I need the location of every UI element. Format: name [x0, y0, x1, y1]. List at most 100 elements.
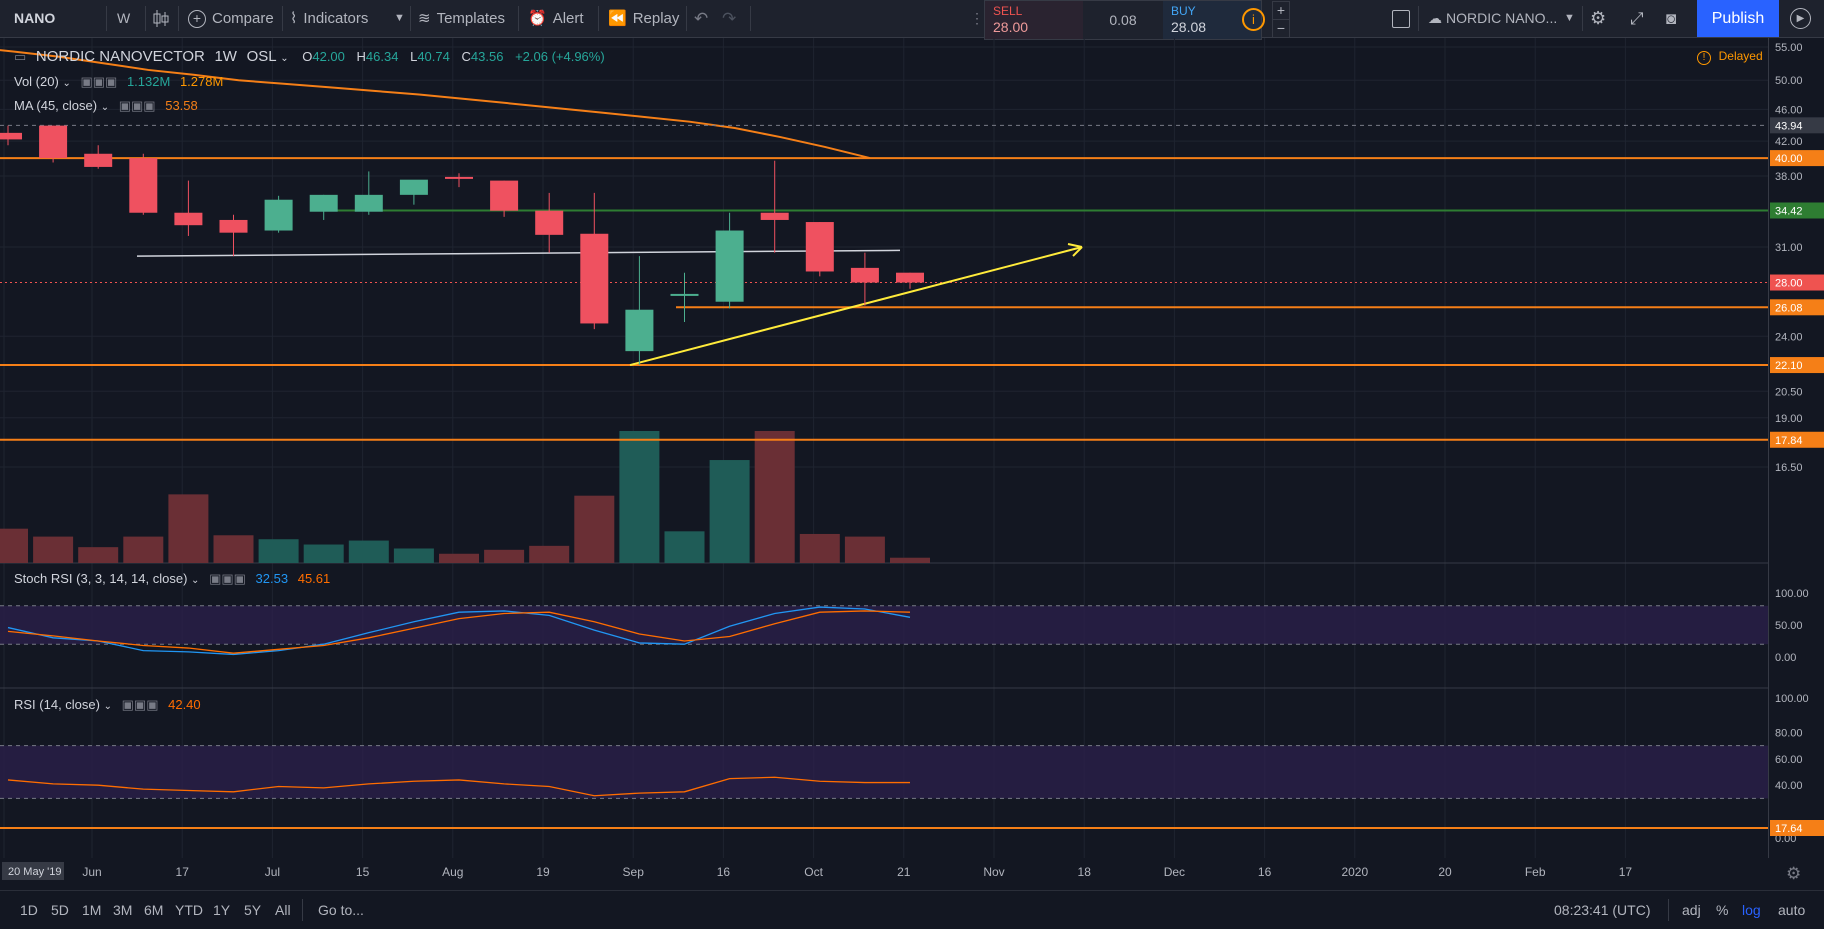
rsi-label[interactable]: RSI (14, close): [14, 697, 100, 712]
range-button-1y[interactable]: 1Y: [213, 902, 231, 918]
symbol-search[interactable]: NANO: [14, 10, 56, 26]
delayed-badge[interactable]: ! Delayed: [1697, 48, 1763, 65]
replay-button[interactable]: ⏪ Replay: [608, 0, 679, 37]
price-badge-label: 43.94: [1775, 120, 1803, 132]
templates-button[interactable]: ≋ Templates: [418, 0, 505, 37]
redo-icon[interactable]: ↷: [722, 9, 737, 28]
time-tick-label: 19: [536, 865, 550, 879]
layout-name: NORDIC NANO...: [1446, 10, 1558, 26]
symbol-title[interactable]: NORDIC NANOVECTOR: [35, 48, 205, 65]
compare-label: Compare: [212, 10, 274, 27]
sell-button[interactable]: SELL 28.00: [985, 1, 1083, 39]
volume-bar: [0, 528, 28, 563]
stoch-rsi-label[interactable]: Stoch RSI (3, 3, 14, 14, close): [14, 571, 188, 586]
range-button-1d[interactable]: 1D: [20, 902, 38, 918]
ma-label[interactable]: MA (45, close): [14, 98, 98, 113]
chevron-down-icon[interactable]: ⌄: [280, 53, 289, 64]
gear-icon[interactable]: ⚙: [1786, 864, 1802, 883]
range-button-6m[interactable]: 6M: [144, 902, 164, 918]
ma-value: 53.58: [165, 98, 198, 113]
stoch-rsi-legend: Stoch RSI (3, 3, 14, 14, close) ⌄ ▣▣▣ 32…: [14, 571, 330, 587]
chevron-down-icon[interactable]: ▼: [1564, 12, 1575, 24]
high-label: H: [356, 49, 366, 64]
adj-toggle[interactable]: adj: [1682, 902, 1701, 918]
time-tick-label: 16: [1258, 865, 1272, 879]
chevron-down-icon[interactable]: ▼: [394, 12, 405, 24]
range-button-ytd[interactable]: YTD: [175, 902, 203, 918]
play-icon[interactable]: ▶: [1790, 8, 1811, 29]
price-tick-label: 50.00: [1775, 75, 1803, 87]
sell-label: SELL: [993, 4, 1023, 18]
stoch-d-line: [7, 610, 911, 654]
expand-icon[interactable]: ⤢: [1630, 9, 1644, 28]
replay-label: Replay: [632, 10, 680, 27]
price-badge: [1770, 274, 1824, 291]
auto-toggle[interactable]: auto: [1778, 902, 1806, 918]
plus-circle-icon: +: [188, 10, 206, 29]
settings-icon[interactable]: ▣▣▣: [209, 571, 246, 586]
rsi-badge-label: 17.64: [1775, 823, 1803, 835]
chevron-down-icon[interactable]: ⌄: [62, 78, 71, 89]
fullscreen-layout-icon[interactable]: [1392, 10, 1410, 28]
settings-icon[interactable]: ▣▣▣: [118, 98, 156, 113]
collapse-icon[interactable]: ▭: [14, 49, 27, 64]
camera-icon[interactable]: ◙: [1666, 9, 1677, 28]
quantity-decrease-icon[interactable]: −: [1272, 19, 1290, 38]
goto-button[interactable]: Go to...: [318, 902, 364, 918]
volume-bar: [393, 548, 434, 563]
percent-toggle[interactable]: %: [1716, 902, 1729, 918]
time-tick-label: Oct: [804, 865, 823, 879]
chevron-down-icon[interactable]: ⌄: [103, 701, 112, 712]
price-scale-svg: 55.00 50.00 46.00 42.00 38.00 31.00 24.00 20.50…: [1770, 42, 1824, 845]
divider: [106, 6, 107, 31]
candle-body: [445, 176, 473, 179]
gear-icon[interactable]: ⚙: [1590, 8, 1607, 28]
range-button-5d[interactable]: 5D: [51, 902, 69, 918]
undo-icon[interactable]: ↶: [694, 9, 709, 28]
chevron-down-icon[interactable]: ⌄: [100, 102, 110, 113]
time-axis[interactable]: 20 May '19 Jun 17 Jul 15 Aug 19 Sep 16 Oct 21 Nov 18…: [0, 858, 1768, 890]
time-tick-label: 18: [1078, 865, 1092, 879]
rsi-tick-label: 80.00: [1775, 727, 1803, 739]
main-legend: ▭ NORDIC NANOVECTOR 1W OSL ⌄ O42.00 H46.…: [14, 48, 605, 65]
range-button-5y[interactable]: 5Y: [244, 902, 262, 918]
compare-button[interactable]: + Compare: [188, 0, 274, 37]
volume-label[interactable]: Vol (20): [14, 74, 59, 89]
volume-bar: [213, 535, 254, 563]
quantity-increase-icon[interactable]: +: [1272, 1, 1290, 20]
price-tick-label: 46.00: [1775, 104, 1803, 116]
range-button-all[interactable]: All: [275, 902, 291, 918]
time-tick-label: 17: [1619, 865, 1633, 879]
utc-clock[interactable]: 08:23:41 (UTC): [1554, 902, 1651, 918]
volume-bar: [168, 494, 209, 563]
price-badge: [1770, 150, 1824, 167]
chevron-down-icon[interactable]: ⌄: [191, 575, 200, 586]
range-button-1m[interactable]: 1M: [82, 902, 102, 918]
settings-icon[interactable]: ▣▣▣: [121, 697, 159, 712]
settings-icon[interactable]: ▣▣▣: [80, 74, 118, 89]
publish-button[interactable]: Publish: [1697, 0, 1779, 37]
volume-bar: [799, 533, 840, 563]
indicators-button[interactable]: ⌇ Indicators: [290, 0, 368, 37]
divider: [598, 6, 599, 31]
info-icon[interactable]: i: [1242, 8, 1265, 31]
volume-bar: [754, 431, 795, 563]
stoch-tick-label: 50.00: [1775, 620, 1803, 632]
interval-button[interactable]: W: [117, 10, 131, 26]
log-toggle[interactable]: log: [1742, 902, 1761, 918]
layout-button[interactable]: ☁ NORDIC NANO...: [1428, 0, 1557, 37]
range-button-3m[interactable]: 3M: [113, 902, 133, 918]
price-scale[interactable]: 55.00 50.00 46.00 42.00 38.00 31.00 24.00 20.50…: [1768, 38, 1824, 858]
time-tick-label: 17: [176, 865, 190, 879]
stoch-k-value: 32.53: [255, 571, 289, 586]
alert-button[interactable]: ⏰ Alert: [528, 0, 584, 37]
candle-body: [670, 293, 699, 296]
rsi-tick-label: 100.00: [1775, 693, 1809, 705]
rsi-badge: [1770, 820, 1824, 836]
candle-type-icon[interactable]: [152, 0, 170, 37]
volume-value: 1.132M: [126, 74, 171, 89]
stoch-tick-label: 0.00: [1775, 652, 1796, 664]
chart-canvas[interactable]: [0, 38, 1768, 858]
volume-bar: [890, 557, 930, 563]
volume-bar: [484, 549, 525, 563]
